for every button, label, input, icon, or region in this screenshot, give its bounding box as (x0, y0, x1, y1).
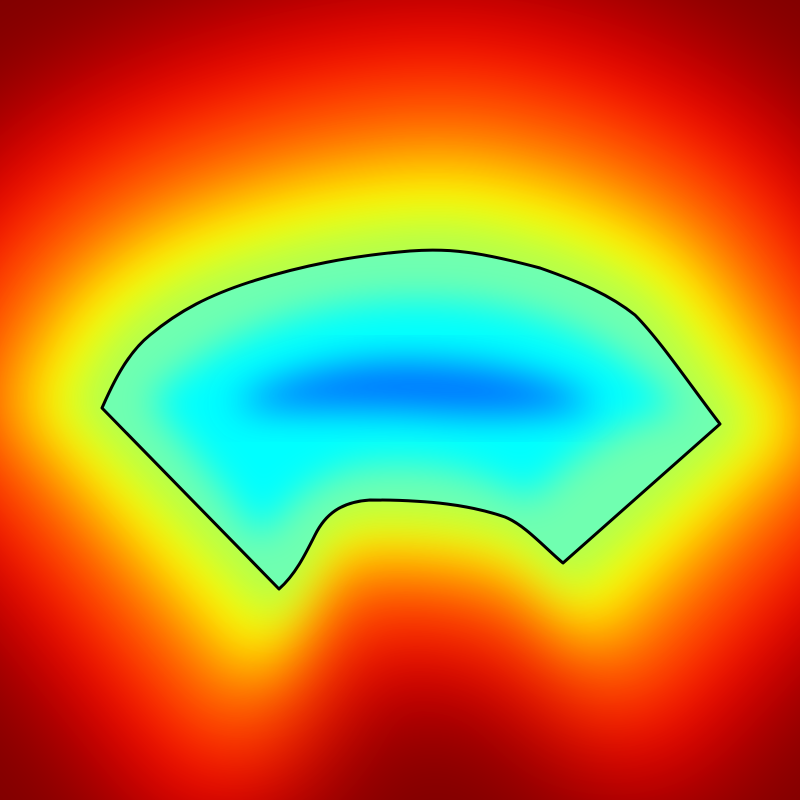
inside-band-blue (230, 361, 600, 416)
shape-contour (100, 248, 722, 591)
inside-band-cyan (150, 300, 680, 540)
